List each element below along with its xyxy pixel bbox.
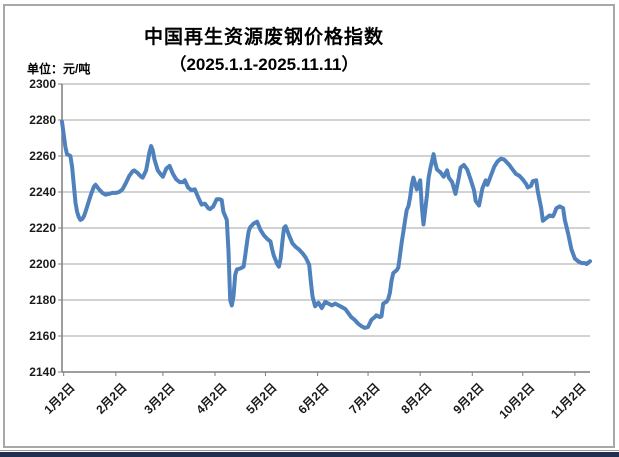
y-axis-label: 2200: [29, 257, 56, 271]
unit-label: 单位：元/吨: [27, 62, 91, 76]
chart-title: 中国再生资源废钢价格指数: [143, 27, 384, 48]
chart-subtitle: （2025.1.1-2025.11.11）: [169, 55, 359, 74]
y-axis-label: 2260: [29, 149, 56, 163]
chart-frame: [3, 4, 615, 448]
y-axis-label: 2140: [29, 365, 56, 379]
y-axis-label: 2300: [29, 77, 56, 91]
y-axis-label: 2220: [29, 221, 56, 235]
y-axis-label: 2280: [29, 113, 56, 127]
y-axis-label: 2240: [29, 185, 56, 199]
y-axis-label: 2160: [29, 329, 56, 343]
y-axis-label: 2180: [29, 293, 56, 307]
bottom-strip: [0, 452, 619, 457]
price-line: [60, 119, 592, 330]
page-divider: [0, 450, 619, 451]
